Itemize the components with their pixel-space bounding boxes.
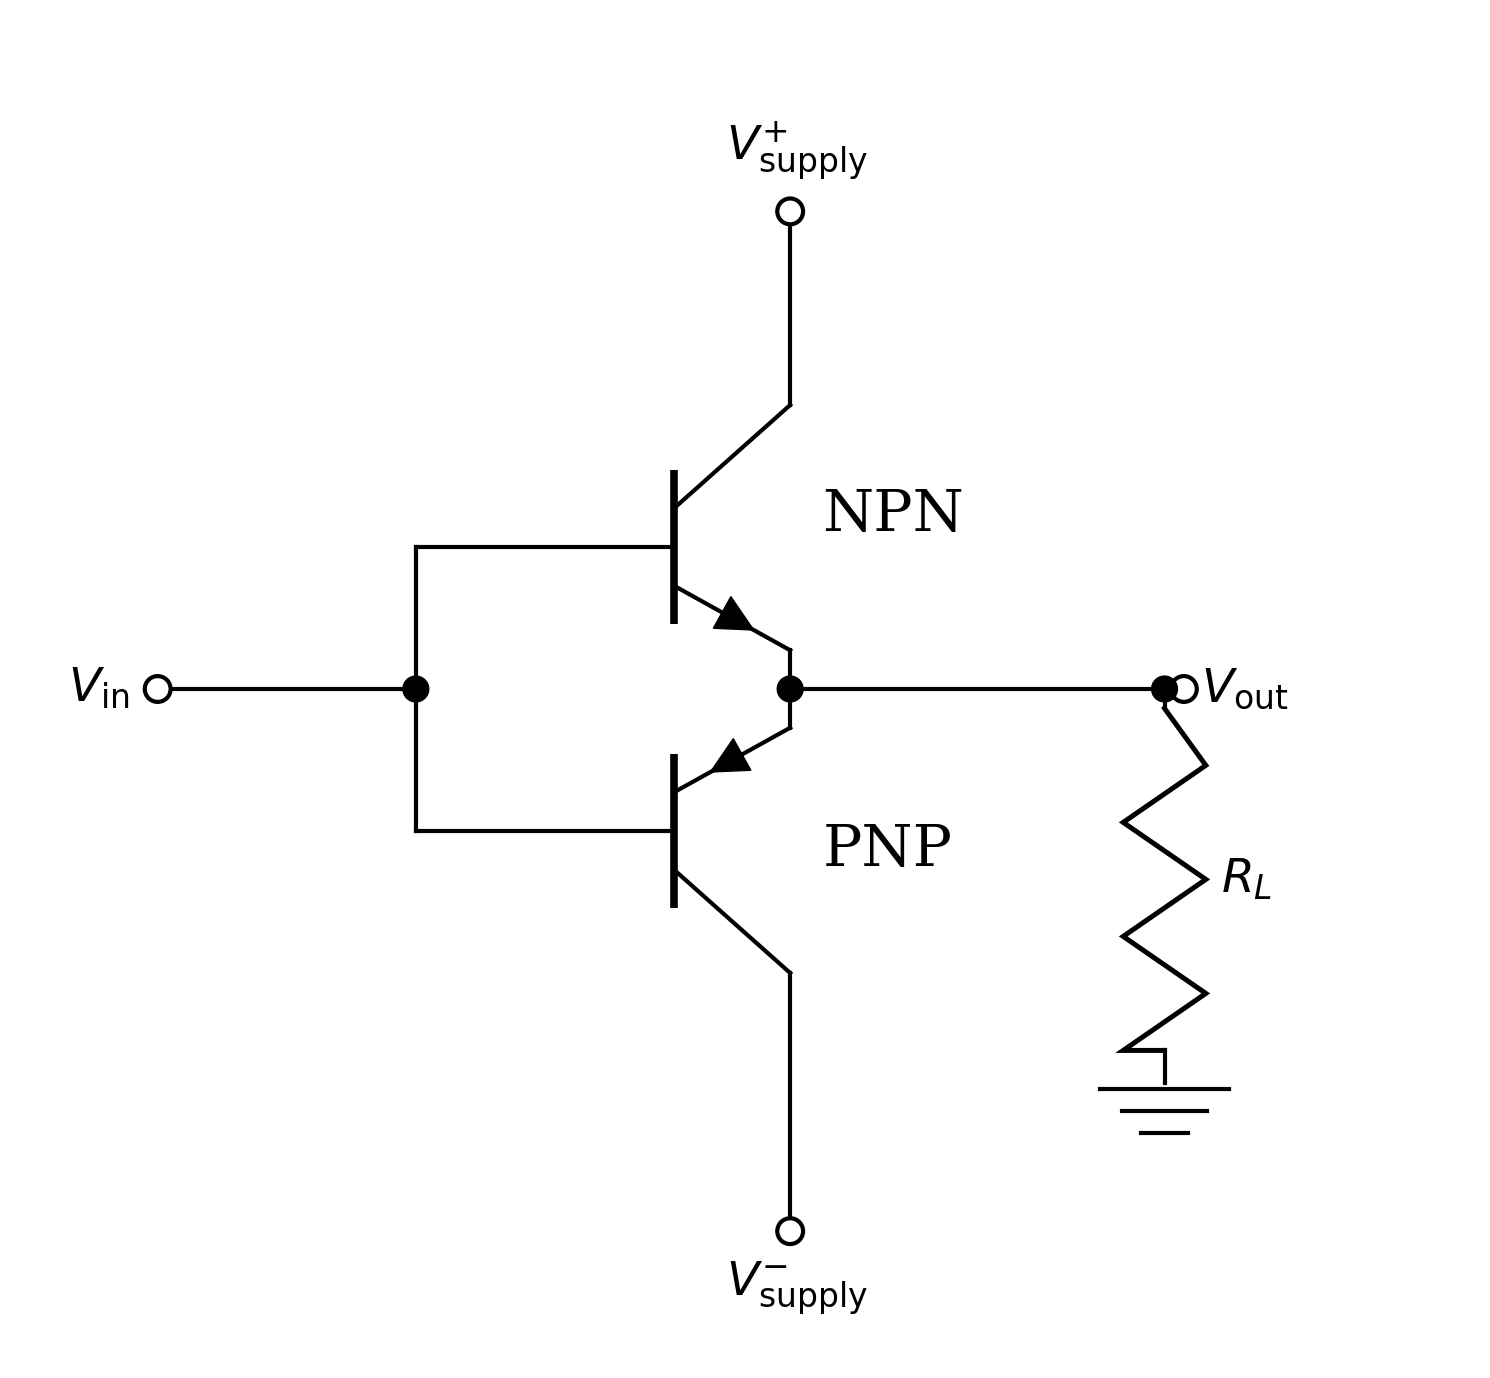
Text: $V_{\mathsf{supply}}^{+}$: $V_{\mathsf{supply}}^{+}$ — [726, 120, 867, 183]
Polygon shape — [711, 739, 751, 772]
Text: NPN: NPN — [822, 486, 964, 543]
Circle shape — [1171, 677, 1196, 701]
Text: $V_{\mathsf{out}}$: $V_{\mathsf{out}}$ — [1201, 667, 1289, 711]
Circle shape — [778, 677, 803, 701]
Text: $V_{\mathsf{in}}$: $V_{\mathsf{in}}$ — [67, 666, 130, 712]
Circle shape — [1152, 677, 1177, 701]
Polygon shape — [714, 597, 754, 630]
Text: $R_L$: $R_L$ — [1222, 857, 1272, 903]
Text: PNP: PNP — [822, 823, 952, 878]
Circle shape — [778, 198, 803, 225]
Circle shape — [402, 677, 429, 701]
Circle shape — [145, 677, 170, 701]
Text: $V_{\mathsf{supply}}^{-}$: $V_{\mathsf{supply}}^{-}$ — [726, 1259, 867, 1317]
Circle shape — [778, 1218, 803, 1244]
